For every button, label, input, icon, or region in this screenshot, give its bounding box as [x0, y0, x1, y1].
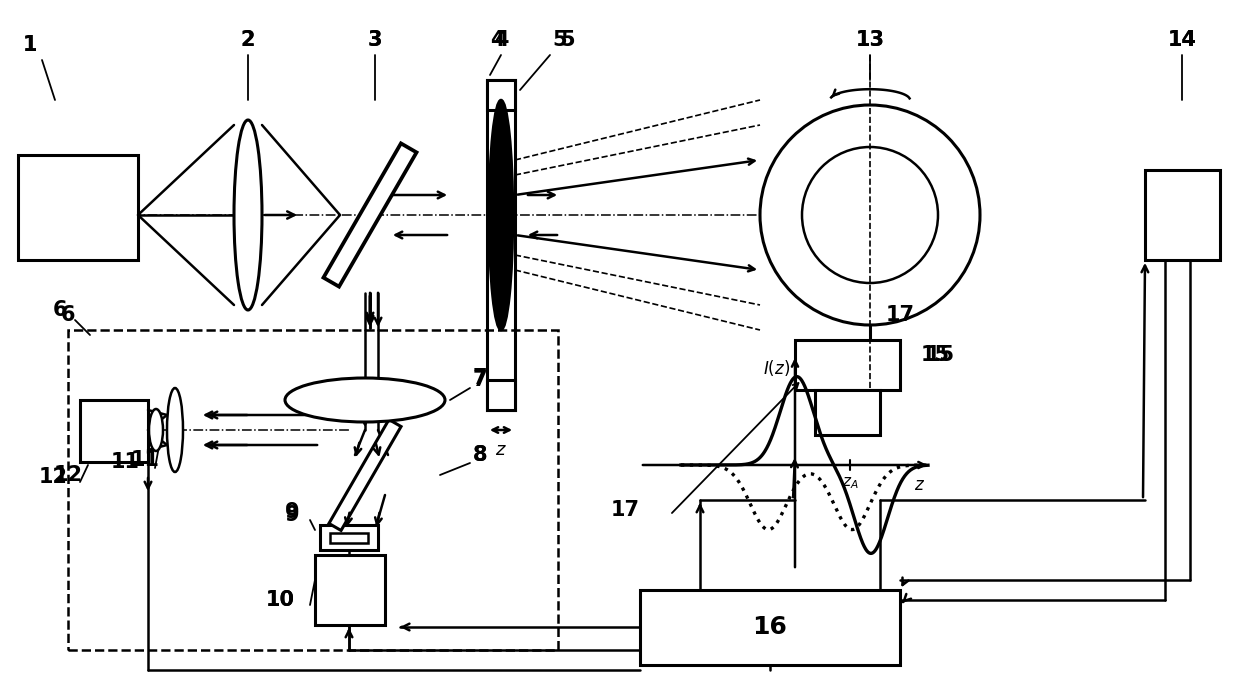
Text: 10: 10: [267, 590, 295, 610]
Text: 11: 11: [112, 452, 140, 472]
Bar: [1145, 170, 1220, 260]
Text: 12: 12: [38, 467, 68, 487]
Bar: [320, 525, 378, 550]
Bar: [330, 533, 368, 543]
Text: 7: 7: [472, 368, 487, 388]
Text: 14: 14: [1168, 30, 1197, 50]
Text: 7: 7: [472, 370, 487, 390]
Ellipse shape: [285, 378, 445, 422]
Text: 5: 5: [560, 30, 575, 50]
Bar: [81, 400, 148, 462]
Ellipse shape: [167, 388, 184, 472]
Text: 15: 15: [920, 345, 950, 365]
Text: 8: 8: [472, 445, 487, 465]
Text: 2: 2: [241, 30, 255, 50]
Text: $z_A$: $z_A$: [842, 475, 858, 491]
Bar: [487, 80, 515, 410]
Bar: [815, 390, 880, 435]
Ellipse shape: [489, 100, 513, 330]
Text: 8: 8: [472, 445, 487, 465]
Text: 10: 10: [267, 590, 295, 610]
Bar: [315, 555, 384, 625]
Text: 6: 6: [53, 300, 67, 320]
Text: 17: 17: [885, 305, 915, 325]
Text: 9: 9: [285, 502, 300, 522]
Text: 4: 4: [490, 30, 505, 50]
Bar: [795, 340, 900, 390]
Bar: [640, 590, 900, 665]
Text: $z$: $z$: [495, 441, 507, 459]
Ellipse shape: [802, 147, 937, 283]
Text: 3: 3: [368, 30, 382, 50]
Bar: [19, 155, 138, 260]
Text: 15: 15: [925, 345, 955, 365]
Bar: [487, 380, 515, 410]
Ellipse shape: [760, 105, 980, 325]
Bar: [487, 80, 515, 110]
Text: 5: 5: [553, 30, 568, 50]
Text: 6: 6: [61, 305, 76, 325]
Text: 1: 1: [22, 35, 37, 55]
Text: $I(z)$: $I(z)$: [764, 358, 791, 378]
Text: 2: 2: [241, 30, 255, 50]
Ellipse shape: [149, 409, 162, 451]
Text: 13: 13: [856, 30, 884, 50]
Text: 11: 11: [130, 450, 160, 470]
Text: 14: 14: [1168, 30, 1197, 50]
Text: 4: 4: [494, 30, 508, 50]
Text: 9: 9: [285, 505, 300, 525]
Polygon shape: [329, 419, 401, 530]
Text: 3: 3: [368, 30, 382, 50]
Text: 16: 16: [753, 615, 787, 639]
Text: $z$: $z$: [914, 476, 925, 494]
Bar: [68, 330, 558, 650]
Ellipse shape: [234, 120, 262, 310]
Text: 1: 1: [22, 35, 37, 55]
Text: 13: 13: [856, 30, 884, 50]
Polygon shape: [324, 143, 417, 287]
Text: 17: 17: [610, 500, 640, 520]
Text: 12: 12: [53, 465, 83, 485]
